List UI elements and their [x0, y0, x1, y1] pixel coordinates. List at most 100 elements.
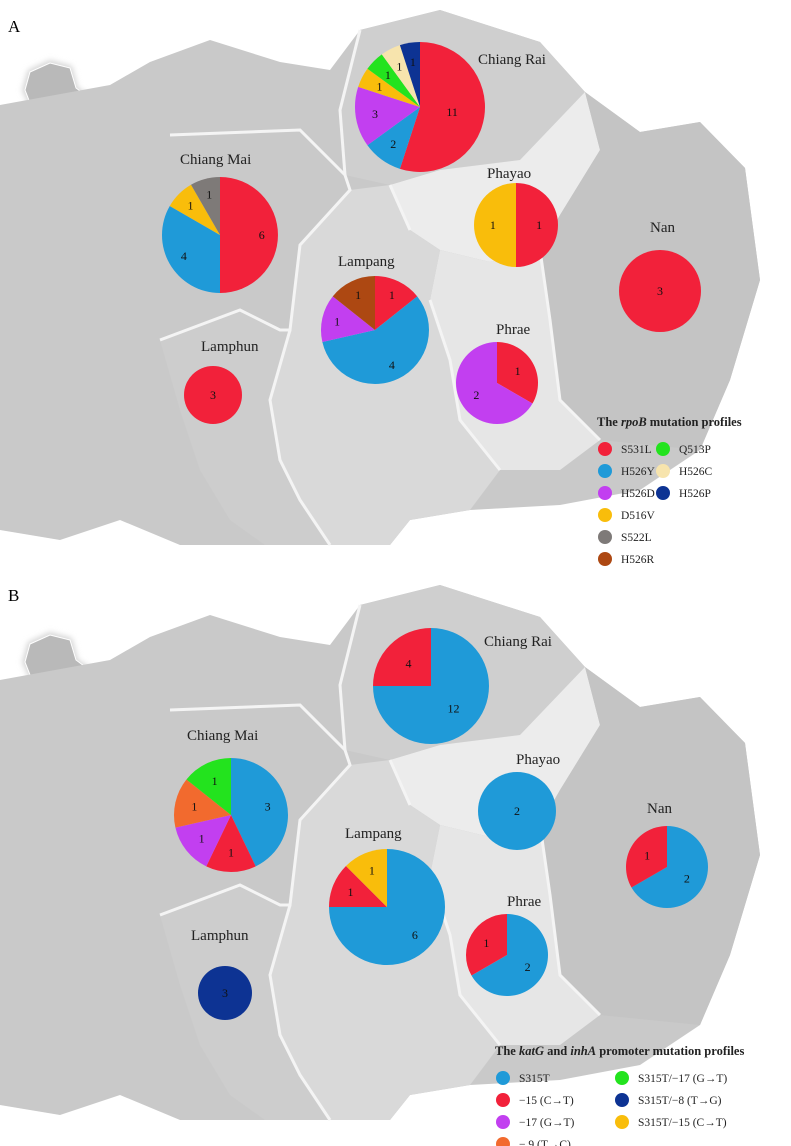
pie-slice-value: 1 — [536, 218, 542, 232]
legend-swatch-h526p — [656, 486, 670, 500]
legend-label: S315T — [519, 1073, 550, 1085]
pie-chart-chiang-rai: 12 4 — [373, 628, 489, 744]
province-label-nan: Nan — [650, 220, 675, 236]
pie-slice-15-c-t — [329, 865, 387, 907]
legend-swatch-9-t-c — [496, 1137, 510, 1146]
legend-label: H526Y — [621, 466, 656, 478]
province-border — [159, 128, 352, 342]
legend-label: S522L — [621, 532, 652, 544]
legend-swatch-s315t — [496, 1071, 510, 1085]
pie-slice-value: 3 — [265, 800, 271, 814]
pie-slice-s531l — [516, 183, 558, 267]
province-label-chiang-mai: Chiang Mai — [187, 728, 258, 744]
legend-swatch-h526c — [656, 464, 670, 478]
legend-swatch-s315t-8-t-g — [615, 1093, 629, 1107]
legend-label: −15 (C→T) — [519, 1095, 574, 1107]
pie-slice-15-c-t — [206, 815, 256, 872]
pie-slice-value: 11 — [446, 105, 458, 119]
legend-swatch-15-c-t — [496, 1093, 510, 1107]
legend-swatch-17-g-t — [496, 1115, 510, 1129]
pie-slice-value: 6 — [412, 928, 418, 942]
province-label-nan: Nan — [647, 801, 672, 817]
pie-slice-s315t — [471, 914, 548, 996]
panel-a: A Chiang Rai Chiang Mai Phayao Nan Lampa… — [0, 10, 760, 566]
pie-chart-nan: 21 — [626, 826, 709, 908]
pie-slice-value: 1 — [515, 364, 521, 378]
pie-slice-s315t — [631, 826, 709, 908]
legend-label: H526C — [679, 466, 713, 478]
pie-slice-value: 1 — [228, 846, 234, 860]
pie-slice-h526c — [381, 45, 420, 107]
panel-letter: A — [8, 17, 21, 36]
legend-swatch-s522l — [598, 530, 612, 544]
pie-slice-value: 3 — [372, 107, 378, 121]
pie-slice-15-c-t — [373, 628, 431, 686]
pie-chart-lamphun: 3 — [198, 966, 252, 1020]
province-border — [268, 29, 602, 546]
legend-label: −17 (G→T) — [519, 1117, 575, 1129]
pie-slice-value: 6 — [259, 228, 265, 242]
pie-chart-nan: 3 — [619, 250, 701, 332]
pie-slice-s531l — [184, 366, 242, 424]
pie-slice-h526y — [162, 206, 220, 293]
legend-label: S315T/−8 (T→G) — [638, 1095, 722, 1107]
pie-slice-value: 1 — [348, 885, 354, 899]
legend-swatch-s315t-15-c-t — [615, 1115, 629, 1129]
province-label-phrae: Phrae — [496, 322, 530, 338]
pie-slice-d516v — [474, 183, 516, 267]
pie-slice-value: 1 — [191, 800, 197, 814]
province-label-lampang: Lampang — [345, 826, 402, 842]
pie-slice-h526y — [367, 107, 420, 169]
pie-slice-value: 1 — [369, 864, 375, 878]
legend-rpob: The rpoB mutation profiles S531L H526Y H526… — [597, 415, 742, 566]
pie-slice-s531l — [619, 250, 701, 332]
province-border — [159, 703, 352, 917]
pie-slice-value: 1 — [396, 59, 402, 73]
pie-slice-value: 2 — [684, 871, 690, 885]
pie-chart-phayao: 11 — [474, 183, 558, 267]
legend-label: S315T/−15 (C→T) — [638, 1117, 727, 1129]
pie-slice-s315t — [231, 758, 288, 867]
pie-slice-value: 1 — [483, 936, 489, 950]
pie-slice-15-c-t — [465, 914, 507, 976]
pie-slice-value: 1 — [199, 831, 205, 845]
legend-title: The rpoB mutation profiles — [597, 415, 742, 429]
pie-slice-s531l — [220, 177, 278, 293]
pie-slice-value: 2 — [525, 960, 531, 974]
legend-swatch-d516v — [598, 508, 612, 522]
legend-swatch-s531l — [598, 442, 612, 456]
pie-slice-d516v — [169, 184, 220, 235]
pie-chart-lampang: 1 4 1 1 — [320, 276, 429, 384]
pie-slice-value: 12 — [448, 702, 460, 716]
pie-slice-s315t — [478, 772, 556, 850]
legend-swatch-q513p — [656, 442, 670, 456]
legend-title: The katG and inhA promoter mutation prof… — [495, 1044, 744, 1058]
province-label-chiang-rai: Chiang Rai — [478, 52, 546, 68]
legend-label: H526P — [679, 488, 711, 500]
legend-swatch-h526r — [598, 552, 612, 566]
pie-slice-s531l — [375, 276, 418, 330]
legend-label: D516V — [621, 510, 656, 522]
pie-slice-value: 1 — [385, 68, 391, 82]
province-label-phrae: Phrae — [507, 894, 541, 910]
pie-slice-h526r — [332, 276, 375, 330]
pie-slice-h526p — [399, 42, 420, 107]
legend-label: Q513P — [679, 444, 711, 456]
pie-slice-h526y — [322, 296, 429, 384]
pie-slice-s315t-17-g-t — [186, 758, 231, 815]
pie-slice-value: 4 — [181, 249, 187, 263]
pie-chart-lamphun: 3 — [184, 366, 242, 424]
legend-label: H526D — [621, 488, 655, 500]
pie-slice-s315t-8-t-g — [198, 966, 252, 1020]
province-label-phayao: Phayao — [487, 166, 531, 182]
pie-chart-phrae: 12 — [455, 342, 538, 424]
pie-slice-value: 1 — [644, 849, 650, 863]
pie-slice-value: 1 — [490, 218, 496, 232]
legend-swatch-s315t-17-g-t — [615, 1071, 629, 1085]
pie-slice-value: 1 — [355, 288, 361, 302]
legend-katg-inha: The katG and inhA promoter mutation prof… — [495, 1044, 744, 1146]
pie-slice-value: 3 — [222, 986, 228, 1000]
pie-slice-s531l — [497, 342, 538, 404]
pie-slice-s522l — [191, 177, 220, 235]
